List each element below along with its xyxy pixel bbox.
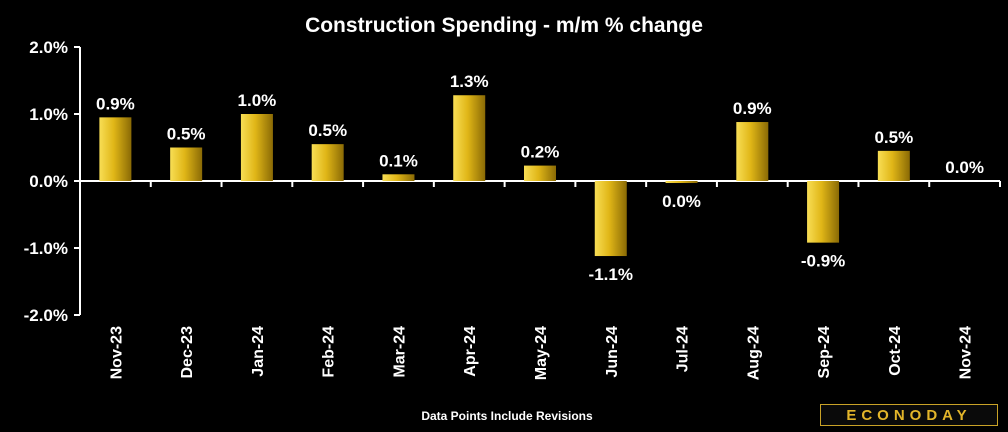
bar	[382, 174, 415, 181]
bar	[240, 114, 273, 181]
data-label: 1.0%	[238, 91, 277, 110]
x-tick-label: Apr-24	[462, 326, 479, 377]
data-label: 0.9%	[96, 94, 135, 113]
y-tick-label: 2.0%	[29, 38, 68, 57]
bar	[877, 150, 910, 181]
chart-title: Construction Spending - m/m % change	[305, 14, 703, 37]
data-label: 0.0%	[662, 192, 701, 211]
x-tick-label: Jun-24	[604, 326, 621, 378]
x-tick-label: Aug-24	[745, 326, 762, 380]
data-label: 0.5%	[874, 128, 913, 147]
data-label: 0.1%	[379, 151, 418, 170]
y-tick-label: -2.0%	[24, 306, 68, 325]
bar	[594, 181, 627, 257]
data-label: 0.2%	[521, 143, 560, 162]
x-tick-label: May-24	[533, 326, 550, 380]
data-label: 0.5%	[167, 125, 206, 144]
bar	[807, 181, 840, 243]
x-tick-label: Feb-24	[321, 326, 338, 378]
x-tick-label: Sep-24	[816, 326, 833, 379]
plot-area: 2.0% 1.0% 0.0% -1.0% -2.0% 0.9% Nov-23 0.5% Dec-…	[24, 38, 1001, 380]
data-label: 0.5%	[308, 121, 347, 140]
econoday-logo: ECONODAY	[820, 404, 998, 426]
x-tick-label: Dec-23	[179, 326, 196, 379]
y-tick-label: -1.0%	[24, 239, 68, 258]
data-label: -1.1%	[589, 265, 633, 284]
data-label: 0.9%	[733, 99, 772, 118]
y-tick-label: 0.0%	[29, 172, 68, 191]
bar	[736, 122, 769, 181]
bar	[99, 117, 132, 181]
x-tick-label: Mar-24	[391, 326, 408, 378]
data-label: 0.0%	[945, 158, 984, 177]
bar	[311, 144, 344, 181]
x-tick-label: Jul-24	[675, 326, 692, 372]
bar	[170, 147, 203, 181]
bar	[524, 165, 556, 181]
x-tick-label: Nov-23	[108, 326, 125, 379]
x-tick-label: Nov-24	[958, 326, 975, 379]
y-tick-label: 1.0%	[29, 105, 68, 124]
x-tick-label: Oct-24	[887, 326, 904, 376]
bar	[453, 95, 486, 181]
x-tick-label: Jan-24	[250, 326, 267, 377]
bar	[665, 181, 698, 184]
data-label: -0.9%	[801, 252, 845, 271]
revisions-note: Data Points Include Revisions	[421, 409, 593, 423]
logo-text: ECONODAY	[846, 406, 972, 424]
data-label: 1.3%	[450, 72, 489, 91]
